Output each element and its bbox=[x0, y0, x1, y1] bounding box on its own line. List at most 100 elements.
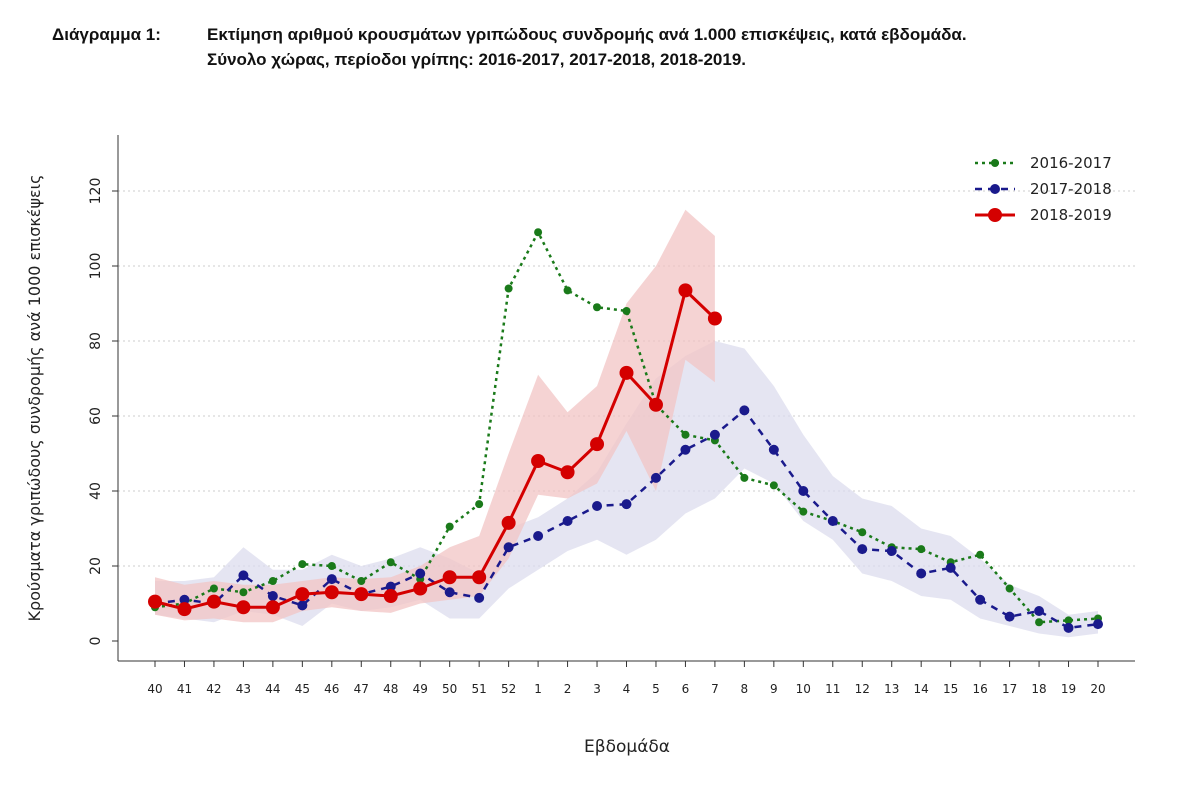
y-tick-label: 20 bbox=[88, 557, 104, 575]
data-point bbox=[239, 588, 248, 597]
data-point bbox=[740, 473, 749, 482]
data-point bbox=[533, 531, 544, 541]
x-tick-label: 40 bbox=[147, 682, 162, 696]
data-point bbox=[916, 568, 927, 579]
x-axis-label: Εβδομάδα bbox=[584, 737, 670, 757]
data-point bbox=[531, 454, 546, 468]
data-point bbox=[590, 437, 605, 452]
data-point bbox=[707, 311, 722, 326]
x-tick-label: 1 bbox=[534, 682, 542, 696]
data-point bbox=[886, 546, 897, 556]
data-point bbox=[681, 430, 690, 439]
data-point bbox=[592, 501, 603, 511]
legend-marker bbox=[991, 159, 999, 167]
data-point bbox=[324, 585, 339, 600]
data-point bbox=[236, 600, 251, 615]
title-line-2: Σύνολο χώρας, περίοδοι γρίπης: 2016-2017… bbox=[207, 50, 747, 69]
x-tick-label: 14 bbox=[914, 682, 929, 696]
x-tick-label: 20 bbox=[1090, 682, 1105, 696]
x-tick-label: 6 bbox=[682, 682, 690, 696]
data-point bbox=[415, 568, 426, 579]
data-point bbox=[177, 602, 192, 617]
data-point bbox=[857, 544, 868, 555]
x-tick-label: 19 bbox=[1061, 682, 1076, 696]
data-point bbox=[1005, 584, 1014, 593]
data-point bbox=[1004, 611, 1015, 622]
data-point bbox=[298, 560, 307, 569]
data-point bbox=[179, 594, 190, 605]
data-point bbox=[917, 545, 926, 554]
data-point bbox=[268, 577, 277, 585]
data-point bbox=[739, 405, 750, 416]
figure-label: Διάγραμμα 1: bbox=[52, 25, 161, 44]
x-tick-label: 49 bbox=[413, 682, 428, 696]
x-tick-label: 48 bbox=[383, 682, 398, 696]
data-point bbox=[148, 594, 162, 609]
data-point bbox=[858, 528, 867, 537]
x-tick-label: 3 bbox=[593, 682, 601, 696]
x-tick-label: 42 bbox=[206, 682, 221, 696]
y-axis-label: Κρούσματα γριπώδους συνδρομής ανά 1000 ε… bbox=[25, 175, 44, 622]
data-point bbox=[680, 444, 691, 455]
x-tick-label: 4 bbox=[623, 682, 631, 696]
data-point bbox=[267, 591, 278, 601]
data-point bbox=[327, 562, 336, 570]
x-tick-label: 47 bbox=[354, 682, 369, 696]
x-tick-label: 9 bbox=[770, 682, 778, 696]
chart-title: Διάγραμμα 1: Εκτίμηση αριθμού κρουσμάτων … bbox=[52, 22, 967, 72]
series-2017-2018 bbox=[150, 405, 1103, 633]
x-tick-label: 15 bbox=[943, 682, 958, 696]
data-point bbox=[619, 365, 634, 380]
x-tick-label: 5 bbox=[652, 682, 660, 696]
y-tick-label: 60 bbox=[88, 407, 104, 425]
x-tick-label: 13 bbox=[884, 682, 899, 696]
data-point bbox=[206, 594, 221, 609]
y-tick-label: 100 bbox=[88, 253, 104, 280]
data-point bbox=[385, 581, 396, 592]
data-point bbox=[621, 499, 632, 510]
legend-label: 2018-2019 bbox=[1030, 206, 1112, 224]
x-tick-label: 10 bbox=[796, 682, 811, 696]
x-tick-label: 51 bbox=[472, 682, 487, 696]
data-point bbox=[562, 516, 573, 526]
data-point bbox=[650, 472, 661, 483]
legend-label: 2017-2018 bbox=[1030, 180, 1112, 198]
x-tick-label: 16 bbox=[972, 682, 987, 696]
x-tick-label: 44 bbox=[265, 682, 280, 696]
data-point bbox=[799, 507, 808, 516]
data-point bbox=[1093, 619, 1103, 630]
data-point bbox=[709, 429, 720, 440]
data-point bbox=[472, 570, 487, 585]
data-point bbox=[768, 444, 779, 455]
data-point bbox=[475, 500, 484, 509]
data-point bbox=[297, 600, 308, 611]
data-point bbox=[1063, 622, 1074, 633]
x-tick-label: 18 bbox=[1031, 682, 1046, 696]
legend-label: 2016-2017 bbox=[1030, 154, 1112, 172]
x-tick-label: 45 bbox=[295, 682, 310, 696]
data-point bbox=[769, 481, 778, 490]
data-point bbox=[501, 515, 516, 530]
data-point bbox=[1034, 606, 1045, 616]
y-tick-label: 120 bbox=[88, 178, 104, 205]
x-tick-label: 41 bbox=[177, 682, 192, 696]
x-tick-label: 11 bbox=[825, 682, 840, 696]
x-tick-label: 8 bbox=[741, 682, 749, 696]
data-point bbox=[1064, 616, 1073, 625]
data-point bbox=[503, 542, 514, 553]
data-point bbox=[413, 581, 428, 596]
legend: 2016-2017 2017-2018 2018-2019 bbox=[975, 154, 1112, 224]
x-tick-label: 2 bbox=[564, 682, 572, 696]
data-point bbox=[354, 587, 369, 602]
data-point bbox=[265, 600, 280, 615]
data-point bbox=[209, 584, 218, 593]
x-tick-label: 52 bbox=[501, 682, 516, 696]
x-tick-label: 43 bbox=[236, 682, 251, 696]
data-point bbox=[560, 465, 575, 480]
data-point bbox=[563, 286, 572, 295]
data-point bbox=[534, 228, 543, 237]
y-tick-label: 40 bbox=[88, 482, 104, 500]
data-point bbox=[386, 558, 395, 567]
